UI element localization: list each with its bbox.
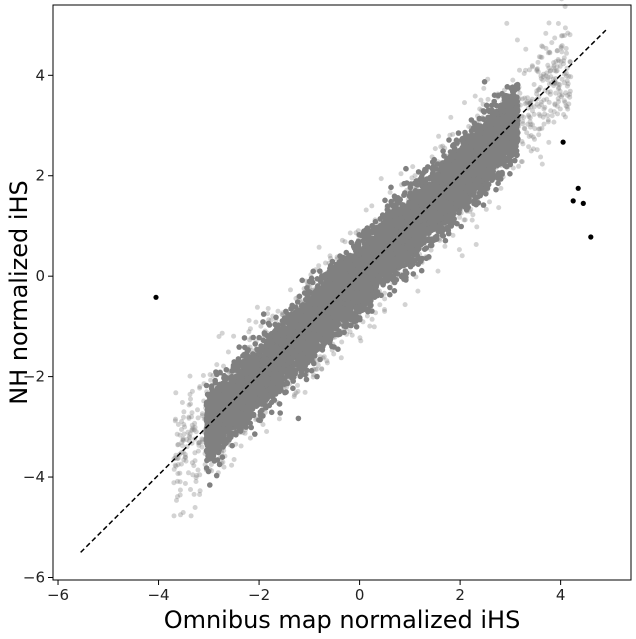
data-point: [273, 314, 279, 321]
data-point: [203, 382, 210, 389]
data-point: [455, 130, 462, 136]
data-point: [277, 410, 284, 416]
data-point: [418, 267, 425, 274]
data-point: [207, 482, 213, 488]
data-point: [391, 288, 398, 294]
data-point: [387, 291, 393, 298]
point-cloud: [171, 0, 574, 519]
data-point: [236, 344, 242, 350]
data-point: [388, 184, 394, 191]
data-point: [458, 223, 465, 230]
data-point: [512, 157, 518, 164]
data-point: [382, 197, 388, 204]
data-point: [252, 431, 258, 437]
data-point: [290, 385, 296, 392]
data-point: [495, 180, 501, 187]
